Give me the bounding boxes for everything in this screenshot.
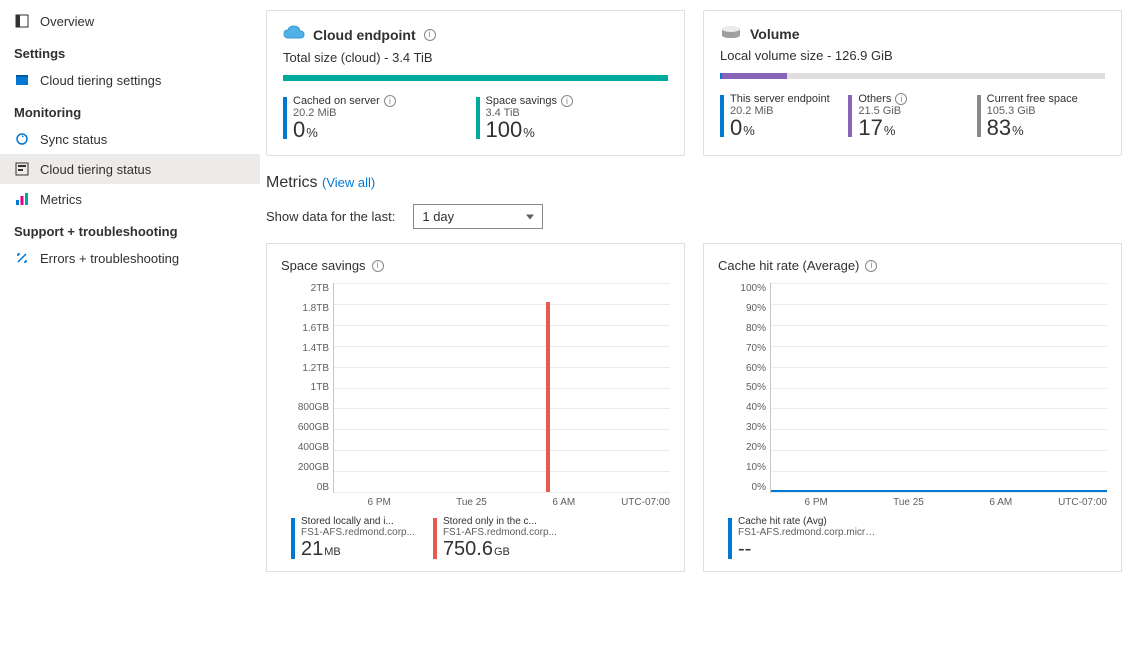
stat-label: This server endpoint	[730, 93, 830, 105]
bar-segment	[787, 73, 1105, 79]
metrics-section-title: Metrics (View all)	[266, 174, 1122, 192]
legend-label: Cache hit rate (Avg)	[738, 516, 878, 527]
sidebar-item-tiering-settings[interactable]: Cloud tiering settings	[0, 65, 260, 95]
sidebar-item-label: Overview	[40, 14, 94, 29]
cloud-icon	[283, 25, 305, 44]
main-content: Cloud endpoint i Total size (cloud) - 3.…	[260, 0, 1128, 664]
volume-subtitle: Local volume size - 126.9 GiB	[720, 48, 1105, 63]
stat-label: Cached on server	[293, 95, 380, 107]
sidebar-header-support: Support + troubleshooting	[0, 214, 260, 243]
info-icon[interactable]: i	[372, 260, 384, 272]
cloud-endpoint-card: Cloud endpoint i Total size (cloud) - 3.…	[266, 10, 685, 156]
legend-value: 21MB	[301, 538, 415, 561]
sidebar: Overview Settings Cloud tiering settings…	[0, 0, 260, 664]
legend-label: Stored only in the c...	[443, 516, 557, 527]
info-icon[interactable]: i	[384, 95, 396, 107]
stat-label: Current free space	[987, 93, 1078, 105]
stat-value: 100%	[486, 117, 669, 143]
sidebar-item-label: Cloud tiering settings	[40, 73, 161, 88]
sidebar-item-metrics[interactable]: Metrics	[0, 184, 260, 214]
sidebar-item-sync-status[interactable]: Sync status	[0, 124, 260, 154]
sidebar-item-label: Sync status	[40, 132, 107, 147]
errors-icon	[14, 250, 30, 266]
stat-value: 17%	[858, 115, 976, 141]
stat-block: Current free space105.3 GiB83%	[977, 93, 1105, 141]
cache-hit-rate-chart-card: Cache hit rate (Average) i 100%90%80%70%60…	[703, 243, 1122, 572]
time-range-label: Show data for the last:	[266, 209, 395, 224]
chart-legend: Cache hit rate (Avg)FS1-AFS.redmond.corp…	[728, 516, 1107, 561]
data-spike	[546, 302, 550, 492]
y-axis: 2TB1.8TB1.6TB1.4TB1.2TB1TB800GB600GB400G…	[281, 283, 333, 493]
chart-legend: Stored locally and i...FS1-AFS.redmond.c…	[291, 516, 670, 561]
bar-segment	[283, 75, 668, 81]
tiering-status-icon	[14, 161, 30, 177]
stat-value: 0%	[293, 117, 476, 143]
sidebar-item-tiering-status[interactable]: Cloud tiering status	[0, 154, 260, 184]
legend-sub: FS1-AFS.redmond.corp...	[443, 527, 557, 538]
sync-icon	[14, 131, 30, 147]
sidebar-header-settings: Settings	[0, 36, 260, 65]
info-icon[interactable]: i	[895, 93, 907, 105]
data-line	[771, 490, 1107, 492]
chart-title: Cache hit rate (Average)	[718, 258, 859, 273]
sidebar-header-monitoring: Monitoring	[0, 95, 260, 124]
stat-block: Othersi21.5 GiB17%	[848, 93, 976, 141]
stat-value: 0%	[730, 115, 848, 141]
legend-item[interactable]: Stored locally and i...FS1-AFS.redmond.c…	[291, 516, 415, 561]
metrics-icon	[14, 191, 30, 207]
volume-bar	[720, 73, 1105, 79]
volume-title: Volume	[750, 26, 800, 42]
cloud-endpoint-title: Cloud endpoint	[313, 27, 416, 43]
volume-card: Volume Local volume size - 126.9 GiB Thi…	[703, 10, 1122, 156]
plot-area[interactable]	[333, 283, 670, 493]
stat-block: This server endpoint20.2 MiB0%	[720, 93, 848, 141]
x-axis: 6 PMTue 256 AMUTC-07:00	[770, 497, 1107, 508]
legend-sub: FS1-AFS.redmond.corp.microsoft.com	[738, 527, 878, 538]
y-axis: 100%90%80%70%60%50%40%30%20%10%0%	[718, 283, 770, 493]
bar-segment	[722, 73, 787, 79]
volume-icon	[720, 25, 742, 42]
legend-value: 750.6GB	[443, 538, 557, 561]
sidebar-item-errors[interactable]: Errors + troubleshooting	[0, 243, 260, 273]
stat-value: 83%	[987, 115, 1105, 141]
overview-icon	[14, 13, 30, 29]
sidebar-item-label: Metrics	[40, 192, 82, 207]
stat-label: Space savings	[486, 95, 558, 107]
chart-area: 2TB1.8TB1.6TB1.4TB1.2TB1TB800GB600GB400G…	[281, 283, 670, 493]
legend-value: --	[738, 538, 878, 561]
tiering-settings-icon	[14, 72, 30, 88]
sidebar-item-label: Errors + troubleshooting	[40, 251, 179, 266]
legend-label: Stored locally and i...	[301, 516, 415, 527]
stat-block: Space savingsi3.4 TiB100%	[476, 95, 669, 143]
cloud-endpoint-bar	[283, 75, 668, 81]
info-icon[interactable]: i	[561, 95, 573, 107]
legend-sub: FS1-AFS.redmond.corp...	[301, 527, 415, 538]
info-icon[interactable]: i	[865, 260, 877, 272]
x-axis: 6 PMTue 256 AMUTC-07:00	[333, 497, 670, 508]
plot-area[interactable]	[770, 283, 1107, 493]
stat-label: Others	[858, 93, 891, 105]
cloud-endpoint-subtitle: Total size (cloud) - 3.4 TiB	[283, 50, 668, 65]
stat-block: Cached on serveri20.2 MiB0%	[283, 95, 476, 143]
info-icon[interactable]: i	[424, 29, 436, 41]
time-range-select[interactable]: 1 day	[413, 204, 543, 229]
sidebar-item-label: Cloud tiering status	[40, 162, 151, 177]
legend-item[interactable]: Stored only in the c...FS1-AFS.redmond.c…	[433, 516, 557, 561]
chart-area: 100%90%80%70%60%50%40%30%20%10%0%	[718, 283, 1107, 493]
sidebar-item-overview[interactable]: Overview	[0, 6, 260, 36]
legend-item[interactable]: Cache hit rate (Avg)FS1-AFS.redmond.corp…	[728, 516, 878, 561]
space-savings-chart-card: Space savings i 2TB1.8TB1.6TB1.4TB1.2TB1TB…	[266, 243, 685, 572]
chart-title: Space savings	[281, 258, 366, 273]
metrics-view-all-link[interactable]: (View all)	[322, 175, 375, 190]
